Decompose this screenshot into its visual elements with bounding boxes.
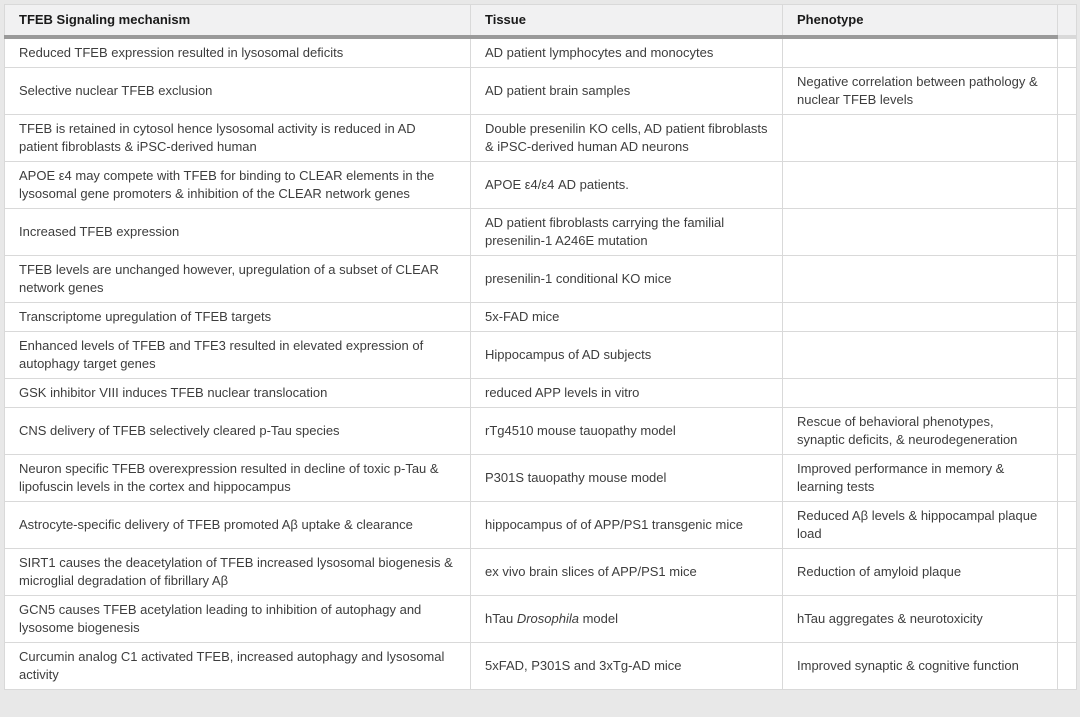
cell-cutoff-sliver [1057, 548, 1077, 596]
cell-phenotype: Improved performance in memory & learnin… [782, 454, 1058, 502]
table-row: Increased TFEB expression AD patient fibr… [4, 208, 1077, 256]
cell-cutoff-sliver [1057, 302, 1077, 332]
cell-cutoff-sliver [1057, 114, 1077, 162]
cell-cutoff-sliver [1057, 595, 1077, 643]
cell-mechanism: Curcumin analog C1 activated TFEB, incre… [4, 642, 471, 690]
cell-tissue: P301S tauopathy mouse model [470, 454, 783, 502]
cell-mechanism: Neuron specific TFEB overexpression resu… [4, 454, 471, 502]
cell-tissue: Double presenilin KO cells, AD patient f… [470, 114, 783, 162]
cell-phenotype: Improved synaptic & cognitive function [782, 642, 1058, 690]
cell-mechanism: TFEB levels are unchanged however, upreg… [4, 255, 471, 303]
cell-phenotype [782, 208, 1058, 256]
cell-cutoff-sliver [1057, 331, 1077, 379]
cell-phenotype: hTau aggregates & neurotoxicity [782, 595, 1058, 643]
cell-mechanism: CNS delivery of TFEB selectively cleared… [4, 407, 471, 455]
cell-tissue: hippocampus of of APP/PS1 transgenic mic… [470, 501, 783, 549]
table-row: Enhanced levels of TFEB and TFE3 resulte… [4, 331, 1077, 379]
cell-mechanism: APOE ε4 may compete with TFEB for bindin… [4, 161, 471, 209]
cell-cutoff-sliver [1057, 407, 1077, 455]
cell-tissue: ex vivo brain slices of APP/PS1 mice [470, 548, 783, 596]
table-row: APOE ε4 may compete with TFEB for bindin… [4, 161, 1077, 209]
cell-mechanism: GCN5 causes TFEB acetylation leading to … [4, 595, 471, 643]
cell-tissue: reduced APP levels in vitro [470, 378, 783, 408]
tfeb-signaling-table-container: TFEB Signaling mechanism Tissue Phenotyp… [4, 4, 1077, 690]
table-row: SIRT1 causes the deacetylation of TFEB i… [4, 548, 1077, 596]
table-row: GCN5 causes TFEB acetylation leading to … [4, 595, 1077, 643]
cell-cutoff-sliver [1057, 642, 1077, 690]
cell-mechanism: GSK inhibitor VIII induces TFEB nuclear … [4, 378, 471, 408]
cell-phenotype: Reduced Aβ levels & hippocampal plaque l… [782, 501, 1058, 549]
cell-mechanism: Increased TFEB expression [4, 208, 471, 256]
table-row: Astrocyte-specific delivery of TFEB prom… [4, 501, 1077, 549]
tfeb-signaling-table: TFEB Signaling mechanism Tissue Phenotyp… [4, 4, 1077, 690]
cell-cutoff-sliver [1057, 161, 1077, 209]
cell-tissue: AD patient fibroblasts carrying the fami… [470, 208, 783, 256]
table-body: Reduced TFEB expression resulted in lyso… [4, 36, 1077, 690]
cell-tissue: AD patient lymphocytes and monocytes [470, 36, 783, 68]
column-header-mechanism: TFEB Signaling mechanism [4, 4, 471, 39]
cell-cutoff-sliver [1057, 255, 1077, 303]
cell-mechanism: Enhanced levels of TFEB and TFE3 resulte… [4, 331, 471, 379]
cell-mechanism: SIRT1 causes the deacetylation of TFEB i… [4, 548, 471, 596]
column-header-phenotype: Phenotype [782, 4, 1058, 39]
cell-tissue: APOE ε4/ε4 AD patients. [470, 161, 783, 209]
cell-phenotype [782, 161, 1058, 209]
cell-tissue: hTau Drosophila model [470, 595, 783, 643]
table-header: TFEB Signaling mechanism Tissue Phenotyp… [4, 4, 1077, 39]
table-row: TFEB levels are unchanged however, upreg… [4, 255, 1077, 303]
cell-phenotype [782, 331, 1058, 379]
cell-tissue: 5x-FAD mice [470, 302, 783, 332]
cell-tissue: 5xFAD, P301S and 3xTg-AD mice [470, 642, 783, 690]
cell-phenotype [782, 378, 1058, 408]
cell-cutoff-sliver [1057, 454, 1077, 502]
cell-mechanism: Transcriptome upregulation of TFEB targe… [4, 302, 471, 332]
table-row: Curcumin analog C1 activated TFEB, incre… [4, 642, 1077, 690]
cell-cutoff-sliver [1057, 67, 1077, 115]
cell-tissue: rTg4510 mouse tauopathy model [470, 407, 783, 455]
cell-cutoff-sliver [1057, 208, 1077, 256]
cell-phenotype [782, 302, 1058, 332]
header-row: TFEB Signaling mechanism Tissue Phenotyp… [4, 4, 1077, 39]
cell-cutoff-sliver [1057, 501, 1077, 549]
cell-tissue: presenilin-1 conditional KO mice [470, 255, 783, 303]
cell-phenotype [782, 255, 1058, 303]
column-header-cutoff-sliver [1057, 4, 1077, 39]
table-row: Neuron specific TFEB overexpression resu… [4, 454, 1077, 502]
cell-phenotype: Rescue of behavioral phenotypes, synapti… [782, 407, 1058, 455]
table-row: GSK inhibitor VIII induces TFEB nuclear … [4, 378, 1077, 408]
cell-mechanism: Astrocyte-specific delivery of TFEB prom… [4, 501, 471, 549]
table-row: TFEB is retained in cytosol hence lysoso… [4, 114, 1077, 162]
cell-mechanism: Selective nuclear TFEB exclusion [4, 67, 471, 115]
cell-mechanism: Reduced TFEB expression resulted in lyso… [4, 36, 471, 68]
table-row: Transcriptome upregulation of TFEB targe… [4, 302, 1077, 332]
table-row: Selective nuclear TFEB exclusion AD patie… [4, 67, 1077, 115]
table-row: CNS delivery of TFEB selectively cleared… [4, 407, 1077, 455]
table-row: Reduced TFEB expression resulted in lyso… [4, 36, 1077, 68]
cell-phenotype: Negative correlation between pathology &… [782, 67, 1058, 115]
cell-mechanism: TFEB is retained in cytosol hence lysoso… [4, 114, 471, 162]
cell-cutoff-sliver [1057, 378, 1077, 408]
cell-phenotype [782, 36, 1058, 68]
cell-phenotype: Reduction of amyloid plaque [782, 548, 1058, 596]
cell-cutoff-sliver [1057, 36, 1077, 68]
cell-tissue: Hippocampus of AD subjects [470, 331, 783, 379]
cell-phenotype [782, 114, 1058, 162]
column-header-tissue: Tissue [470, 4, 783, 39]
cell-tissue: AD patient brain samples [470, 67, 783, 115]
